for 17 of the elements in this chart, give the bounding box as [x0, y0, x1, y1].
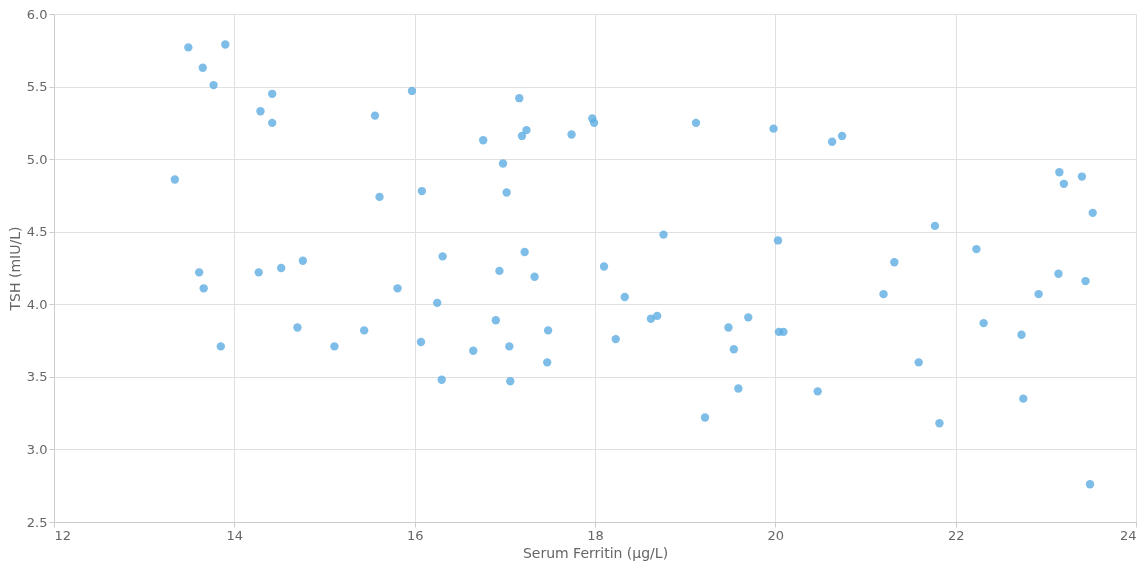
x-tick-label: 20	[767, 527, 785, 543]
y-tick-label: 3.0	[26, 441, 48, 457]
x-tick-label: 12	[54, 527, 72, 543]
y-tick-label: 5.5	[26, 79, 48, 95]
x-tick-label: 16	[406, 527, 424, 543]
x-tick-label: 24	[1119, 527, 1137, 543]
y-tick-label: 5.0	[26, 151, 48, 167]
x-tick-label: 18	[587, 527, 604, 543]
x-tick-label: 22	[947, 527, 965, 543]
y-axis-title: TSH (mIU/L)	[6, 226, 23, 312]
y-tick-label: 4.5	[26, 224, 48, 240]
x-axis-title: Serum Ferritin (µg/L)	[522, 544, 669, 561]
y-tick-label: 4.0	[26, 296, 48, 312]
y-tick-label: 6.0	[26, 6, 48, 22]
y-tick-label: 2.5	[26, 514, 48, 530]
x-tick-label: 14	[226, 527, 244, 543]
y-tick-label: 3.5	[26, 369, 48, 385]
